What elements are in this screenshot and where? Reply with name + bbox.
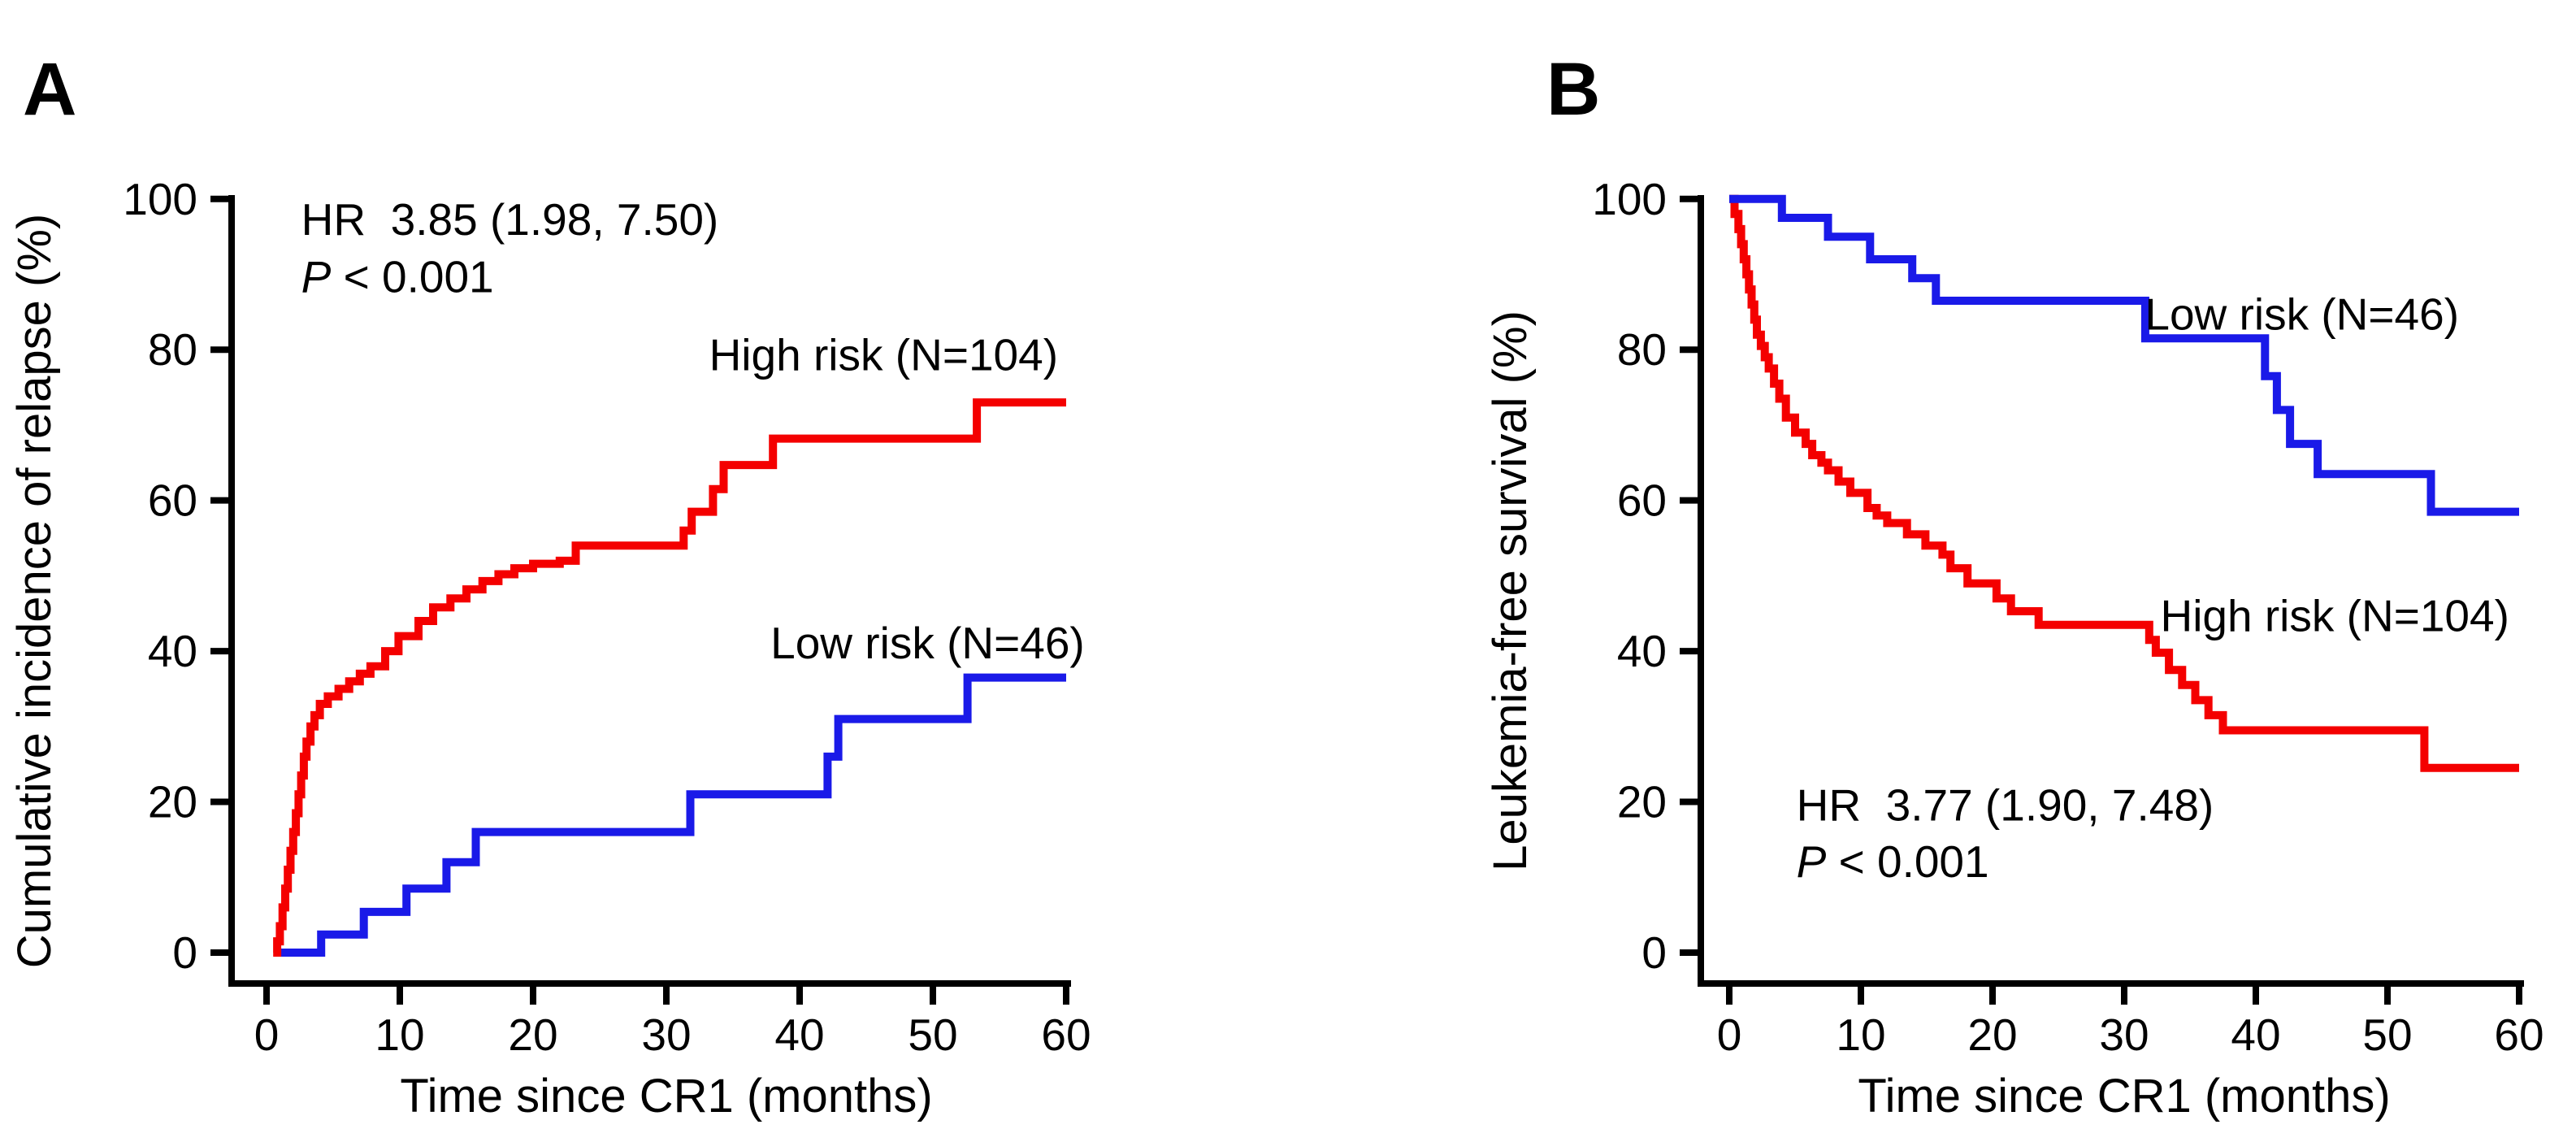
y-tick-label: 80 [148,324,197,375]
x-tick-label: 20 [1967,1010,2017,1060]
x-tick-label: 60 [2494,1010,2543,1060]
panel-a-chart: 0 20 40 60 80 100 0 10 20 30 40 50 60 Time since CR1 … [8,174,1091,1122]
y-tick-label: 20 [1617,777,1667,827]
y-tick-label: 60 [1617,475,1667,526]
series-high-risk-curve [1729,194,2519,772]
series-low-risk-curve [1729,194,2519,516]
panel-b-letter: B [1546,48,1601,131]
x-tick-label: 0 [1717,1010,1742,1060]
y-tick-label: 0 [172,927,197,978]
y-tick-label: 100 [1592,174,1667,224]
panel-a: A 0 20 40 60 80 100 0 10 20 30 40 50 60 Time since CR… [8,48,1091,1122]
x-tick-label: 50 [2362,1010,2412,1060]
axis-lines [1698,195,2524,987]
x-tick-label: 20 [508,1010,557,1060]
x-axis-title: Time since CR1 (months) [1858,1070,2390,1122]
y-axis-title: Cumulative incidence of relapse (%) [8,214,61,968]
axis-lines [228,195,1071,987]
hr-annotation: HR 3.85 (1.98, 7.50) [301,194,719,245]
series-high-risk-label: High risk (N=104) [709,330,1058,380]
y-axis-title: Leukemia-free survival (%) [1484,310,1537,871]
x-tick-label: 10 [1836,1010,1885,1060]
series-high-risk-curve [273,398,1066,957]
x-tick-label: 50 [908,1010,957,1060]
series-low-risk-label: Low risk (N=46) [2144,289,2459,340]
series-high-risk-label: High risk (N=104) [2160,591,2509,641]
panel-a-letter: A [23,48,77,131]
y-tick-label: 40 [148,626,197,676]
hr-annotation: HR 3.77 (1.90, 7.48) [1797,779,2214,830]
y-tick-label: 0 [1641,927,1667,978]
x-tick-label: 30 [2099,1010,2149,1060]
p-value-annotation: P < 0.001 [301,251,494,302]
panel-b: B 0 20 40 60 80 100 0 10 20 30 40 50 60 Time since CR… [1288,0,2576,1142]
x-tick-label: 40 [774,1010,824,1060]
y-tick-label: 20 [148,777,197,827]
x-axis-title: Time since CR1 (months) [400,1070,932,1122]
y-tick-label: 80 [1617,324,1667,375]
y-tick-label: 100 [123,174,197,224]
x-tick-label: 30 [641,1010,691,1060]
x-tick-label: 60 [1041,1010,1091,1060]
x-tick-label: 10 [375,1010,424,1060]
series-low-risk-curve [278,673,1066,957]
x-tick-label: 0 [254,1010,280,1060]
x-tick-label: 40 [2231,1010,2280,1060]
p-value-annotation: P < 0.001 [1797,836,1989,887]
panel-b-chart: 0 20 40 60 80 100 0 10 20 30 40 50 60 Time since CR1 … [1484,174,2544,1122]
y-tick-label: 40 [1617,626,1667,676]
y-tick-label: 60 [148,475,197,526]
series-low-risk-label: Low risk (N=46) [770,618,1085,668]
